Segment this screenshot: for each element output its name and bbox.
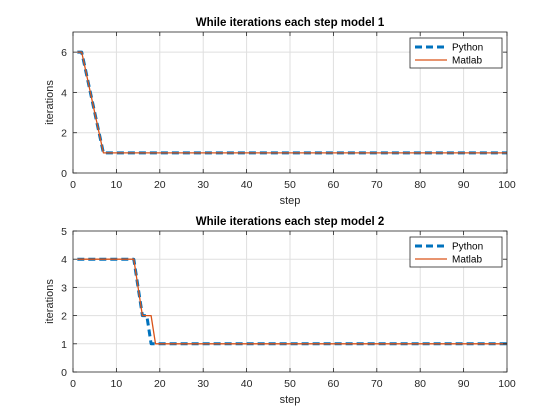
y-tick-label: 2 [61,128,67,140]
x-tick-label: 80 [414,179,426,191]
y-tick-label: 4 [61,87,67,99]
x-tick-label: 80 [414,378,426,390]
x-tick-label: 30 [197,378,209,390]
x-tick-label: 10 [111,378,123,390]
x-tick-label: 70 [371,378,383,390]
x-tick-label: 60 [328,378,340,390]
x-tick-label: 40 [241,378,253,390]
x-tick-label: 20 [154,378,166,390]
y-axis-label: iterations [44,279,56,324]
legend-label-matlab: Matlab [452,255,482,266]
legend-label-matlab: Matlab [452,56,482,67]
x-tick-label: 40 [241,179,253,191]
legend-box [409,236,503,268]
y-tick-label: 3 [61,282,67,294]
x-axis-label: step [280,195,301,207]
chart-1: 0 10 20 30 40 50 60 70 80 90 100 0 2 4 6 While iteratio… [44,17,516,207]
legend: Python Matlab [409,236,503,268]
legend-label-python: Python [452,43,483,54]
y-tick-label: 4 [61,254,67,266]
x-tick-label: 60 [328,179,340,191]
x-tick-label: 100 [498,378,516,390]
legend-box [409,37,503,69]
x-tick-label: 50 [284,179,296,191]
x-tick-label: 10 [111,179,123,191]
chart-title: While iterations each step model 2 [196,216,385,228]
y-tick-label: 5 [61,226,67,238]
legend-label-python: Python [452,242,483,253]
y-tick-label: 6 [61,47,67,59]
x-tick-label: 0 [70,378,76,390]
x-tick-label: 50 [284,378,296,390]
x-tick-label: 30 [197,179,209,191]
x-tick-label: 70 [371,179,383,191]
legend: Python Matlab [409,37,503,69]
y-tick-label: 1 [61,339,67,351]
x-tick-label: 100 [498,179,516,191]
x-tick-label: 20 [154,179,166,191]
x-tick-label: 90 [458,179,470,191]
chart-2: 0 10 20 30 40 50 60 70 80 90 100 0 1 2 3 4 5 While iterat… [44,216,516,406]
y-tick-label: 0 [61,367,67,379]
x-tick-label: 90 [458,378,470,390]
series-line-matlab [77,258,507,345]
series-line-matlab [77,51,507,154]
y-axis-label: iterations [44,80,56,125]
y-tick-label: 0 [61,168,67,180]
x-tick-label: 0 [70,179,76,191]
chart-title: While iterations each step model 1 [196,17,385,29]
y-tick-label: 2 [61,311,67,323]
x-axis-label: step [280,394,301,406]
